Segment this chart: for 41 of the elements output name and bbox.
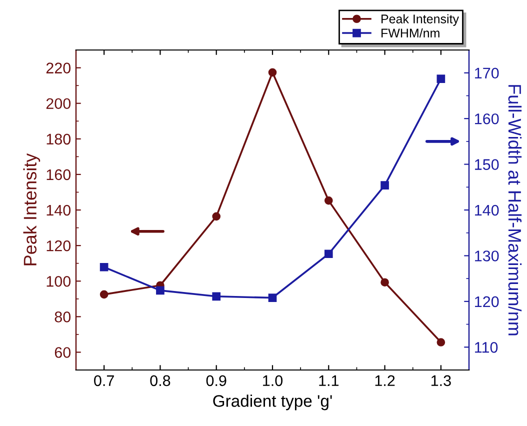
y2-tick-label: 170 [475, 68, 499, 79]
y2-tick-label: 120 [475, 296, 499, 308]
y-tick-label: 100 [46, 276, 71, 287]
point [156, 286, 164, 295]
point [100, 262, 108, 272]
point [380, 278, 389, 287]
y2-tick-label: 140 [475, 204, 499, 216]
x-tick-label: 0.9 [206, 375, 226, 386]
point [380, 181, 389, 190]
point [436, 338, 446, 346]
point [268, 68, 277, 77]
x-tick-label: 1.3 [431, 375, 451, 386]
point [324, 250, 333, 258]
y-tick-label: 200 [46, 98, 71, 110]
y2-tick-label: 160 [475, 113, 499, 124]
y2-axis-title: Full-Width at Half-Maximum/nm [508, 85, 522, 336]
point [212, 292, 221, 301]
y-tick-label: 140 [46, 204, 71, 216]
y2-tick-label: 150 [475, 159, 499, 170]
y-tick-label: 80 [54, 312, 71, 322]
legend-label: Peak Intensity [382, 14, 459, 26]
y-tick-label: 60 [54, 347, 71, 358]
y2-tick-label: 110 [475, 342, 498, 353]
point [100, 290, 108, 299]
y-tick-label: 220 [46, 62, 71, 74]
x-tick-label: 0.8 [150, 375, 170, 386]
y-axis-title: Peak Intensity [23, 153, 40, 266]
x-tick-label: 0.7 [94, 375, 114, 386]
y2-tick-label: 130 [475, 250, 499, 262]
legend-label: FWHM/nm [382, 28, 440, 38]
point [268, 294, 277, 302]
x-tick-label: 1.2 [375, 375, 395, 386]
y-tick-label: 120 [46, 240, 71, 252]
point [324, 196, 333, 205]
point [436, 74, 446, 83]
point [212, 212, 221, 221]
x-axis-title: Gradient type 'g' [213, 394, 332, 410]
y-tick-label: 180 [46, 134, 71, 145]
y-tick-label: 160 [46, 169, 71, 180]
x-tick-label: 1.1 [319, 375, 339, 386]
x-tick-label: 1.0 [263, 375, 283, 386]
